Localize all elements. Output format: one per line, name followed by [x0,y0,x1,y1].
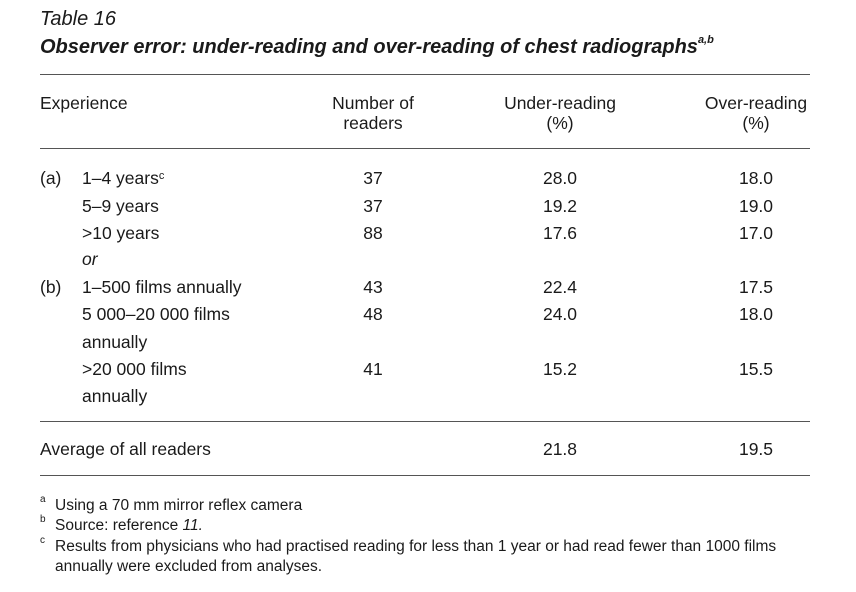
row-label: >20 000 films [82,359,187,379]
group-or-label: or [82,249,98,269]
row-label: 1–500 films annually [82,277,242,297]
cell-under: 24.0 [542,304,578,324]
top-rule [40,74,810,75]
group-a-label: (a) [40,168,62,188]
cell-readers: 41 [363,359,383,379]
header-rule [40,148,810,149]
cell-over: 15.5 [738,359,774,379]
row-footnote-mark: c [158,170,165,182]
header-over-line2: (%) [742,113,770,133]
cell-over: 17.0 [738,223,774,243]
average-rule [40,421,810,422]
cell-over: 17.5 [738,277,774,297]
footnote-c-line2: annually were excluded from analyses. [55,558,323,575]
row-label-continued: annually [82,386,148,406]
cell-under: 22.4 [542,277,578,297]
header-under-line2: (%) [546,113,574,133]
group-b-label: (b) [40,277,62,297]
footnote-c-line1: Results from physicians who had practise… [55,538,777,555]
footnote-a-text: Using a 70 mm mirror reflex camera [55,497,303,514]
cell-readers: 43 [363,277,383,297]
table-label: Table 16 [40,8,116,30]
footnote-c-mark: c [40,535,45,546]
average-label: Average of all readers [40,439,211,459]
row-label: 1–4 yearsc [82,168,164,188]
header-over-reading: Over-reading (%) [696,93,816,133]
header-readers-line2: readers [343,113,403,133]
footnote-a-mark: a [40,494,46,505]
footnote-b-prefix: Source: reference [55,517,183,534]
header-readers-line1: Number of [332,93,414,113]
row-label: 5 000–20 000 films [82,304,230,324]
cell-over: 18.0 [738,304,774,324]
footnote-b-mark: b [40,514,46,525]
average-under: 21.8 [542,439,578,459]
row-label-text: 1–4 years [82,168,159,188]
header-readers: Number of readers [313,93,433,133]
row-label: >10 years [82,223,160,243]
cell-readers: 37 [363,168,383,188]
cell-under: 15.2 [542,359,578,379]
row-label: 5–9 years [82,196,159,216]
header-under-line1: Under-reading [504,93,616,113]
cell-under: 17.6 [542,223,578,243]
cell-under: 19.2 [542,196,578,216]
header-over-line1: Over-reading [704,93,808,113]
title-footnote-marks: a,b [697,34,714,46]
footnote-b-text: Source: reference 11. [55,516,203,536]
header-under-reading: Under-reading (%) [490,93,630,133]
cell-over: 18.0 [738,168,774,188]
cell-over: 19.0 [738,196,774,216]
cell-readers: 88 [363,223,383,243]
cell-readers: 37 [363,196,383,216]
table-title: Observer error: under-reading and over-r… [40,34,714,59]
cell-readers: 48 [363,304,383,324]
header-experience: Experience [40,93,128,113]
table-title-text: Observer error: under-reading and over-r… [40,36,698,58]
bottom-rule [40,475,810,476]
cell-under: 28.0 [542,168,578,188]
row-label-continued: annually [82,332,148,352]
footnote-b-reference: 11. [182,517,203,534]
average-over: 19.5 [738,439,774,459]
